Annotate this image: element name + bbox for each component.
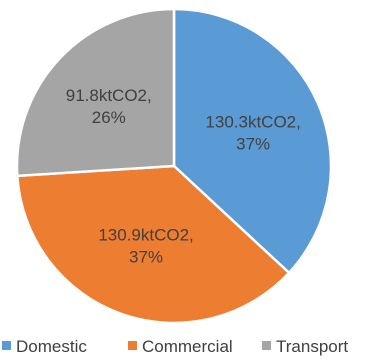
pie-slice-domestic: [172, 7, 333, 275]
slice-label-value: 130.9ktCO2,: [98, 225, 193, 244]
slice-label-commercial: 130.9ktCO2, 37%: [98, 225, 193, 266]
slice-label-percent: 37%: [129, 247, 163, 266]
pie-slices: [15, 7, 333, 325]
slice-label-domestic: 130.3ktCO2, 37%: [205, 112, 300, 153]
legend-swatch-commercial: [128, 341, 137, 350]
pie-slice-transport: [15, 7, 176, 178]
slice-label-percent: 37%: [236, 134, 270, 153]
pie-slice-commercial: [16, 164, 291, 325]
legend-swatch-domestic: [2, 341, 11, 350]
legend-item-commercial: Commercial: [128, 337, 233, 356]
legend-label-transport: Transport: [276, 337, 348, 356]
slice-label-value: 130.3ktCO2,: [205, 112, 300, 131]
slice-label-percent: 26%: [92, 108, 126, 127]
slice-label-transport: 91.8ktCO2, 26%: [66, 86, 152, 127]
legend-label-domestic: Domestic: [16, 337, 87, 356]
chart-legend: Domestic Commercial Transport: [2, 337, 348, 356]
slice-label-value: 91.8ktCO2,: [66, 86, 152, 105]
legend-item-transport: Transport: [262, 337, 348, 356]
legend-item-domestic: Domestic: [2, 337, 87, 356]
legend-label-commercial: Commercial: [142, 337, 233, 356]
legend-swatch-transport: [262, 341, 271, 350]
slice-labels: 130.3ktCO2, 37% 130.9ktCO2, 37% 91.8ktCO2, 26…: [66, 86, 301, 267]
